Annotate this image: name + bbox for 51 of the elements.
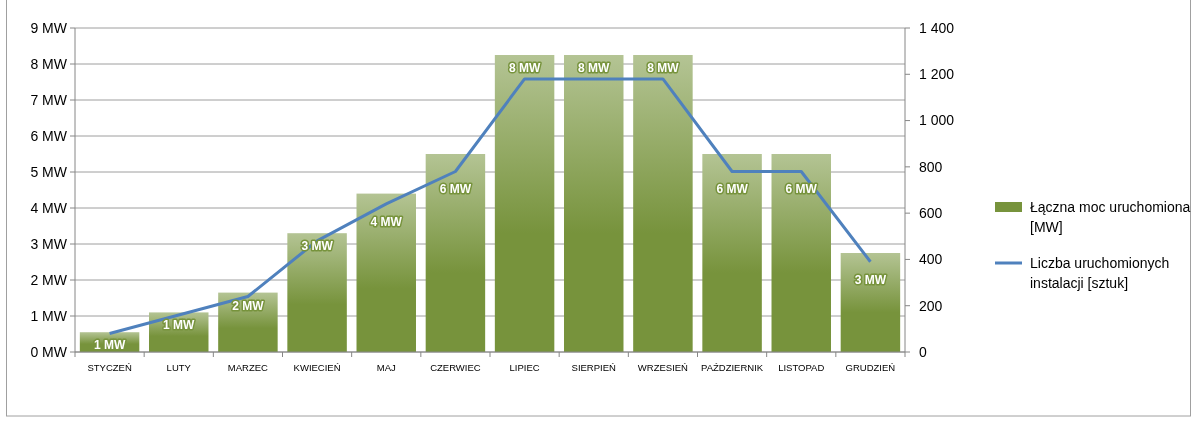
y-tick-label: 3 MW: [30, 235, 68, 252]
x-tick-label: MARZEC: [227, 362, 269, 373]
x-tick-label: CZERWIEC: [430, 362, 481, 373]
y-tick-label: 5 MW: [30, 163, 68, 180]
data-label: 3 MW: [854, 272, 887, 287]
x-tick-label: MAJ: [376, 362, 396, 373]
data-label: 6 MW: [439, 182, 472, 197]
x-tick-label: LIPIEC: [509, 362, 540, 373]
bar: [494, 55, 555, 352]
data-label: 8 MW: [647, 61, 680, 75]
y2-tick-label: 400: [919, 251, 943, 268]
x-tick-label: KWIECIEŃ: [293, 362, 341, 373]
x-tick-label: SIERPIEŃ: [571, 362, 617, 373]
x-tick-label: PAŹDZIERNIK: [701, 362, 764, 373]
y-tick-label: 9 MW: [30, 19, 68, 36]
bar: [287, 233, 347, 352]
y2-tick-label: 1 000: [919, 112, 955, 129]
x-tick-label: WRZESIEŃ: [637, 362, 689, 373]
y-tick-label: 6 MW: [30, 127, 68, 144]
legend-label: Łączna moc uruchomiona [MW]: [1030, 199, 1191, 235]
y2-tick-label: 1 200: [919, 66, 955, 83]
legend-label: Liczba uruchomionych instalacji [sztuk]: [1030, 255, 1170, 291]
y-tick-label: 0 MW: [30, 343, 68, 360]
data-label: 2 MW: [232, 298, 265, 313]
y-tick-label: 2 MW: [30, 271, 68, 288]
data-label: 1 MW: [93, 338, 126, 353]
y-tick-label: 7 MW: [30, 91, 68, 108]
x-tick-label: LUTY: [166, 362, 192, 373]
y2-tick-label: 1 400: [919, 19, 955, 36]
data-label: 8 MW: [508, 61, 541, 75]
bar: [771, 154, 831, 352]
y-tick-label: 8 MW: [30, 55, 68, 72]
bar: [356, 193, 416, 352]
bar: [425, 154, 486, 352]
data-label: 6 MW: [716, 182, 749, 197]
y2-tick-label: 0: [919, 343, 927, 360]
bar: [633, 55, 693, 352]
bar: [840, 253, 901, 352]
y-tick-label: 1 MW: [30, 307, 68, 324]
data-label: 4 MW: [370, 214, 403, 229]
y2-tick-label: 600: [919, 205, 943, 222]
data-label: 8 MW: [578, 61, 611, 75]
bar: [564, 55, 624, 352]
y2-tick-label: 800: [919, 158, 943, 175]
bar: [702, 154, 762, 352]
y-tick-label: 4 MW: [30, 199, 68, 216]
y2-tick-label: 200: [919, 297, 943, 314]
x-tick-label: LISTOPAD: [778, 362, 825, 373]
x-tick-label: STYCZEŃ: [87, 362, 132, 373]
data-label: 1 MW: [163, 318, 196, 333]
x-tick-label: GRUDZIEŃ: [845, 362, 896, 373]
